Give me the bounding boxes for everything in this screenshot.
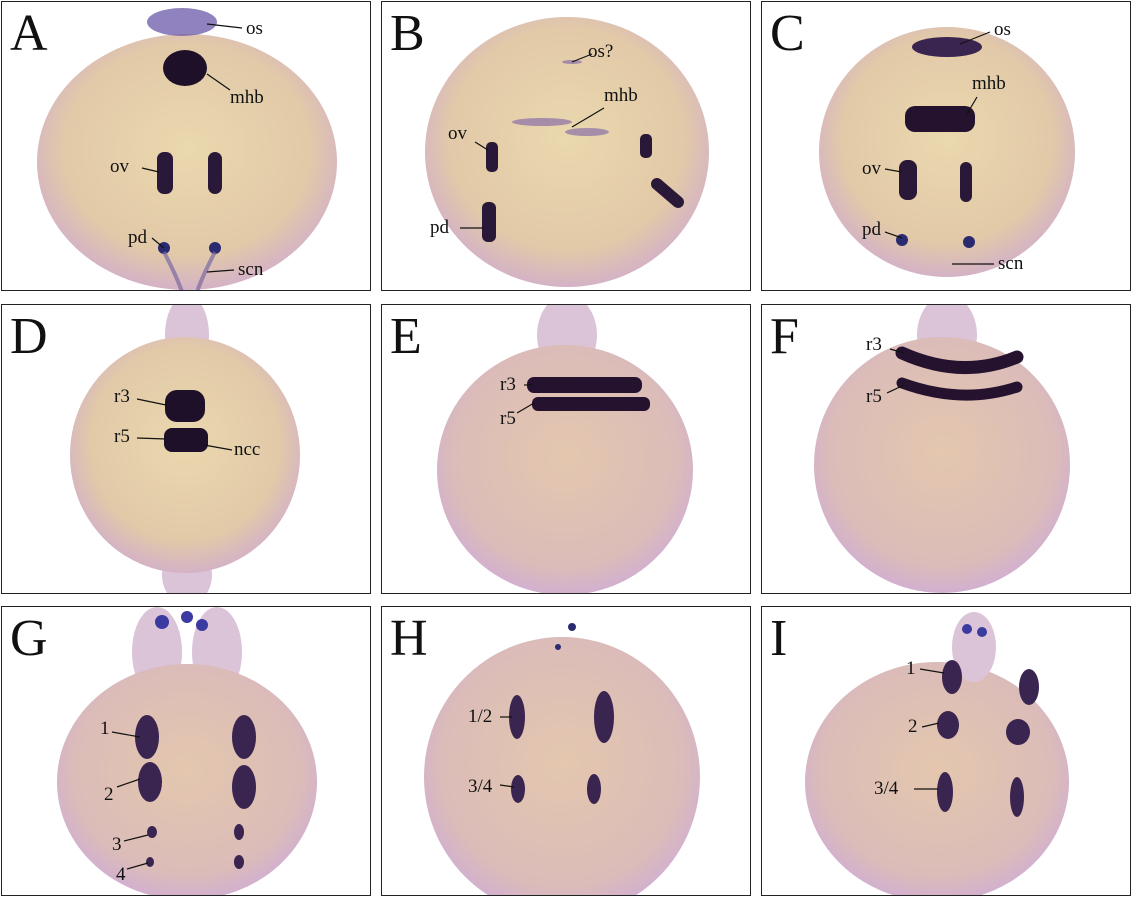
panel-e: E r3 r5 <box>381 304 751 594</box>
panel-letter: E <box>390 308 422 365</box>
label-ov: ov <box>448 123 467 144</box>
label-ov: ov <box>110 156 129 177</box>
panel-d: D r3 r5 ncc <box>1 304 371 594</box>
panel-a: A os mhb ov pd scn <box>1 1 371 291</box>
embryo-image-h <box>424 623 700 895</box>
label-os: os <box>994 19 1011 40</box>
panel-letter: D <box>10 308 48 365</box>
panel-b: B os? mhb ov pd <box>381 1 751 291</box>
panel-g: G 1 2 3 4 <box>1 606 371 896</box>
label-3: 3 <box>112 834 122 855</box>
panel-letter: I <box>770 610 788 667</box>
embryo-image-c <box>819 27 1075 277</box>
label-1: 1 <box>906 658 916 679</box>
label-r5: r5 <box>866 386 882 407</box>
label-3-4: 3/4 <box>468 776 493 797</box>
embryo-image-e <box>437 305 693 593</box>
panel-letter: C <box>770 5 805 62</box>
embryo-image-g <box>57 607 317 895</box>
label-r5: r5 <box>500 408 516 429</box>
panel-c: C os mhb ov pd scn <box>761 1 1131 291</box>
label-2: 2 <box>908 716 918 737</box>
panel-h: H 1/2 3/4 <box>381 606 751 896</box>
panel-f: F r3 r5 <box>761 304 1131 594</box>
label-3-4: 3/4 <box>874 778 899 799</box>
embryo-image-f <box>814 305 1070 593</box>
embryo-image-b <box>425 17 709 287</box>
label-pd: pd <box>862 219 881 240</box>
panel-i: I 1 2 3/4 <box>761 606 1131 896</box>
label-r3: r3 <box>866 334 882 355</box>
label-pd: pd <box>128 227 147 248</box>
embryo-image-d <box>70 305 300 593</box>
label-r3: r3 <box>500 374 516 395</box>
panel-letter: A <box>10 5 48 62</box>
label-scn: scn <box>238 259 264 280</box>
label-scn: scn <box>998 253 1024 274</box>
label-os: os <box>246 18 263 39</box>
label-2: 2 <box>104 784 114 805</box>
label-1: 1 <box>100 718 110 739</box>
embryo-image-i <box>805 612 1069 895</box>
label-mhb: mhb <box>604 85 638 106</box>
panel-letter: H <box>390 610 428 667</box>
label-mhb: mhb <box>972 73 1006 94</box>
panel-letter: F <box>770 308 799 365</box>
label-r3: r3 <box>114 386 130 407</box>
label-4: 4 <box>116 864 126 885</box>
label-mhb: mhb <box>230 87 264 108</box>
panel-letter: G <box>10 610 48 667</box>
embryo-image-a <box>37 8 337 290</box>
label-os-question: os? <box>588 41 614 62</box>
label-ncc: ncc <box>234 439 261 460</box>
panel-letter: B <box>390 5 425 62</box>
label-1-2: 1/2 <box>468 706 493 727</box>
label-ov: ov <box>862 158 881 179</box>
label-r5: r5 <box>114 426 130 447</box>
label-pd: pd <box>430 217 449 238</box>
